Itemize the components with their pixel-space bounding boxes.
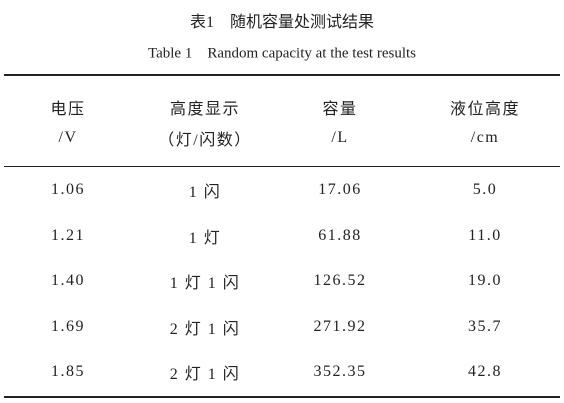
table-cell: 1.69 [51, 317, 85, 335]
table-cell: 1.21 [51, 226, 85, 244]
table-cell: 2 灯 1 闪 [169, 366, 241, 383]
caption-en: Table 1 Random capacity at the test resu… [148, 46, 416, 63]
header-cell: 电压 [50, 101, 86, 118]
table-cell: 1.40 [51, 272, 85, 289]
caption-title: Random capacity at the test results [207, 45, 417, 62]
table-cell: 2 灯 1 闪 [169, 320, 241, 338]
table-cell: 271.92 [313, 317, 367, 335]
header-rule [4, 166, 560, 167]
bottom-rule [4, 396, 560, 398]
table-cell: 19.0 [468, 272, 502, 289]
table-cell: 17.06 [318, 181, 362, 198]
header-cell: /L [331, 129, 349, 146]
table-cell: 61.88 [318, 226, 362, 244]
table-cell: 352.35 [313, 363, 367, 380]
caption-zh: 表1 随机容量处测试结果 [190, 8, 374, 32]
table-cell: 11.0 [468, 226, 502, 244]
table-cell: 126.52 [313, 272, 367, 289]
table-cell: 1.06 [51, 181, 85, 198]
table-cell: 1 灯 1 闪 [169, 275, 241, 292]
header-cell: 液位高度 [449, 101, 521, 118]
table-cell: 1 闪 [188, 184, 222, 201]
header-cell: 容量 [322, 101, 358, 118]
table-cell: 42.8 [468, 363, 502, 380]
header-cell: （灯/闪数） [158, 132, 252, 149]
table-cell: 1 灯 [188, 229, 222, 247]
table-cell: 35.7 [468, 317, 502, 335]
top-rule [4, 74, 560, 76]
caption-title: 随机容量处测试结果 [230, 14, 375, 31]
header-cell: /cm [470, 129, 500, 146]
table-cell: 5.0 [472, 181, 498, 198]
header-cell: 高度显示 [169, 101, 241, 118]
caption-label: 表1 [189, 14, 214, 31]
table-cell: 1.85 [51, 363, 85, 380]
header-cell: /V [58, 129, 78, 146]
caption-label: Table 1 [147, 45, 193, 62]
